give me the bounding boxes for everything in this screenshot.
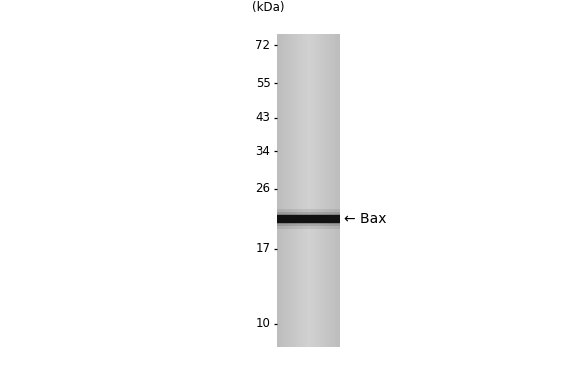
Bar (288, 34, 290, 347)
Bar (320, 34, 321, 347)
Text: 43: 43 (255, 112, 271, 124)
Bar (311, 34, 312, 347)
Bar (290, 34, 291, 347)
Bar (308, 34, 310, 347)
Bar (296, 34, 297, 347)
Bar (306, 34, 307, 347)
Bar (297, 34, 299, 347)
Bar (335, 34, 336, 347)
Text: ← Bax: ← Bax (345, 212, 387, 226)
Bar (314, 34, 315, 347)
Text: 34: 34 (255, 144, 271, 158)
Bar (291, 34, 292, 347)
Bar (294, 34, 296, 347)
Bar (330, 34, 331, 347)
Text: 17: 17 (255, 242, 271, 256)
Bar (283, 34, 285, 347)
Bar (316, 34, 317, 347)
Bar (324, 34, 325, 347)
Bar (303, 34, 305, 347)
Bar (302, 34, 303, 347)
Bar (292, 34, 293, 347)
Bar (277, 34, 278, 347)
Text: MW
(kDa): MW (kDa) (252, 0, 285, 14)
Bar (307, 34, 308, 347)
Bar (281, 34, 282, 347)
Bar (305, 34, 306, 347)
Bar (339, 34, 340, 347)
Bar (329, 34, 330, 347)
Bar (322, 34, 324, 347)
Bar (331, 34, 332, 347)
Text: 55: 55 (255, 77, 271, 90)
Bar (310, 34, 311, 347)
Bar (285, 34, 286, 347)
Bar (293, 34, 294, 347)
Bar (318, 34, 320, 347)
Bar (336, 34, 338, 347)
Bar (278, 34, 279, 347)
Bar (279, 34, 281, 347)
Text: 10: 10 (255, 317, 271, 330)
Bar (282, 34, 283, 347)
Bar (287, 34, 288, 347)
Bar (277, 212, 340, 226)
Bar (321, 34, 322, 347)
Bar (286, 34, 287, 347)
Bar (332, 34, 333, 347)
Bar (333, 34, 335, 347)
Bar (327, 34, 329, 347)
Bar (301, 34, 302, 347)
Bar (338, 34, 339, 347)
Bar (277, 209, 340, 229)
Bar (317, 34, 318, 347)
Bar (300, 34, 301, 347)
Bar (325, 34, 326, 347)
Bar (315, 34, 316, 347)
Bar (299, 34, 300, 347)
Bar (326, 34, 327, 347)
Bar (277, 215, 340, 223)
Text: 26: 26 (255, 183, 271, 195)
Text: 72: 72 (255, 39, 271, 52)
Bar (312, 34, 314, 347)
Bar (277, 214, 340, 224)
